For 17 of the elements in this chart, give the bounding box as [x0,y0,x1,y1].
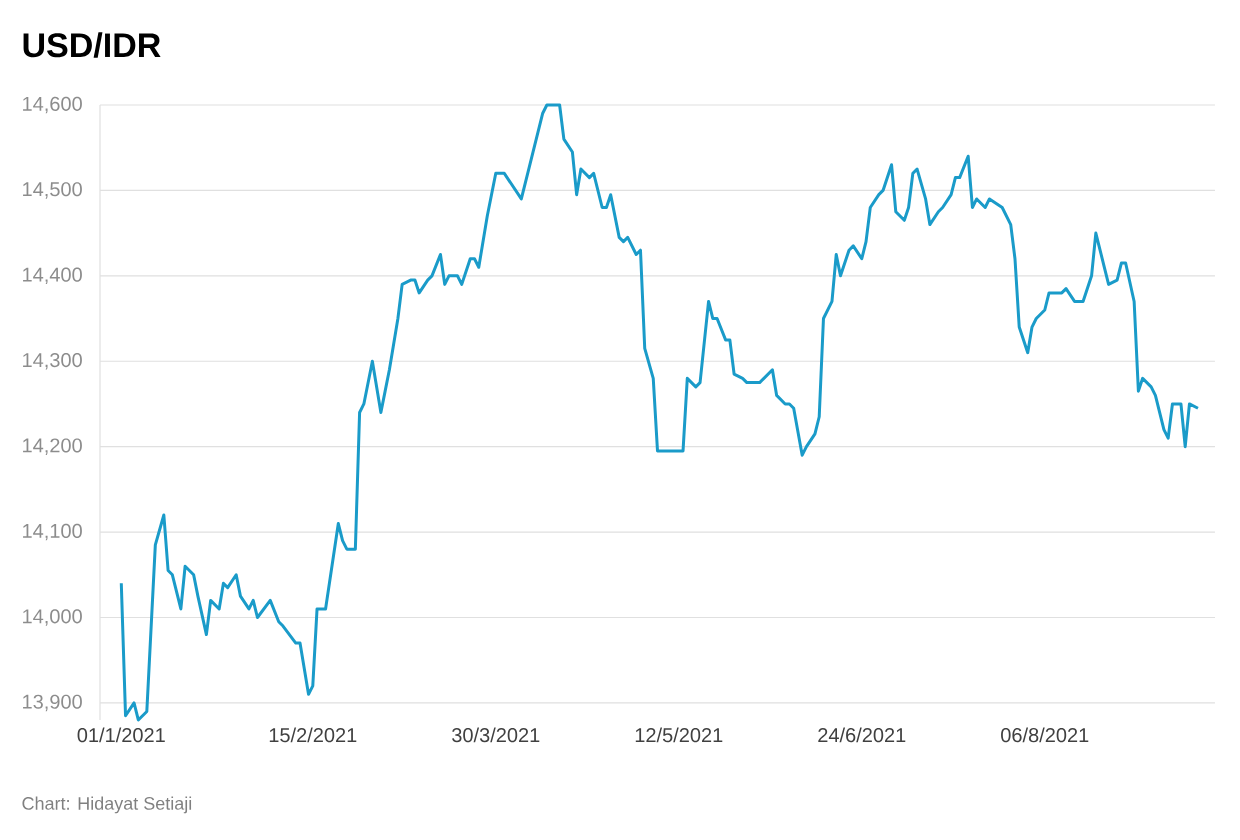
chart-title: USD/IDR [23,32,161,58]
y-tick-label: 14,300 [23,352,82,370]
x-tick-label: 15/2/2021 [269,727,357,743]
y-tick-label: 14,000 [23,609,82,626]
y-tick-label: 14,400 [23,267,82,285]
y-tick-label: 14,500 [23,182,82,199]
y-tick-label: 13,900 [23,694,82,712]
y-tick-label: 14,100 [23,523,82,541]
text: Chart: Hidayat Setiaji [22,796,192,814]
line-series [119,103,1200,722]
x-tick-label: 06/8/2021 [1001,727,1089,743]
x-tick-label: 01/1/2021 [77,727,165,743]
x-tick-label: 12/5/2021 [635,727,723,743]
y-tick-label: 14,200 [23,438,82,455]
x-tick-label: 24/6/2021 [818,727,906,743]
y-tick-label: 14,600 [23,96,82,114]
x-tick-label: 30/3/2021 [452,727,540,743]
